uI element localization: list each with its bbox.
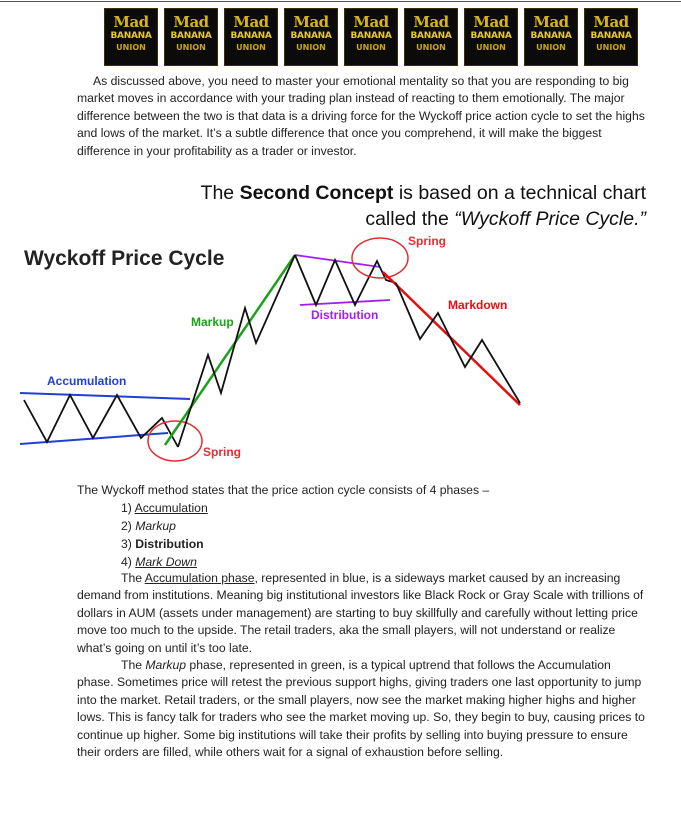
- spring-top-label: Spring: [408, 234, 446, 248]
- phase-number: 3): [121, 537, 136, 551]
- paragraph-text: The: [121, 571, 145, 585]
- top-rule: [0, 1, 681, 2]
- logo: Mad BANANA UNION: [524, 8, 578, 66]
- concept-text: The: [200, 182, 240, 204]
- logo-text: Mad: [233, 13, 269, 31]
- logo-text: BANANA: [470, 31, 512, 41]
- logo-text: Mad: [113, 13, 149, 31]
- markdown-price-path: [395, 282, 521, 404]
- phase-item: 2) Markup: [121, 517, 208, 535]
- logo-text: UNION: [176, 43, 206, 52]
- phase-name: Distribution: [135, 537, 204, 551]
- logo-text: BANANA: [170, 31, 212, 41]
- logo: Mad BANANA UNION: [284, 8, 338, 66]
- logo: Mad BANANA UNION: [224, 8, 278, 66]
- logo: Mad BANANA UNION: [464, 8, 518, 66]
- logo-text: Mad: [533, 13, 569, 31]
- logo: Mad BANANA UNION: [584, 8, 638, 66]
- logo-text: UNION: [116, 43, 146, 52]
- wyckoff-price-cycle-figure: Wyckoff Price Cycle Accumulation Spring …: [19, 234, 521, 462]
- logo-text: BANANA: [410, 31, 452, 41]
- logo-text: BANANA: [530, 31, 572, 41]
- logo-text: UNION: [296, 43, 326, 52]
- logo-text: UNION: [536, 43, 566, 52]
- paragraph-text: , represented in blue, is a sideways mar…: [77, 571, 644, 655]
- logo-text: UNION: [356, 43, 386, 52]
- markup-trend-line: [163, 254, 297, 446]
- logo-text: UNION: [236, 43, 266, 52]
- markup-paragraph: The Markup phase, represented in green, …: [77, 657, 649, 761]
- logo-text: Mad: [173, 13, 209, 31]
- logo-text: Mad: [473, 13, 509, 31]
- logo-text: BANANA: [590, 31, 632, 41]
- phase-number: 4): [121, 555, 136, 569]
- accumulation-phase-link: Accumulation phase: [144, 571, 255, 585]
- phase-item: 3) Distribution: [121, 535, 208, 553]
- concept-bold: Second Concept: [239, 182, 394, 204]
- logo-text: Mad: [413, 13, 449, 31]
- logo-text: UNION: [476, 43, 506, 52]
- logo-text: Mad: [293, 13, 329, 31]
- paragraph-text: phase, represented in green, is a typica…: [77, 658, 645, 760]
- distribution-resistance-line: [294, 254, 381, 268]
- accumulation-resistance-line: [19, 392, 191, 400]
- logo-text: BANANA: [290, 31, 332, 41]
- phase-number: 1): [121, 501, 135, 515]
- logo-text: BANANA: [230, 31, 272, 41]
- phase-number: 2): [121, 519, 136, 533]
- phases-intro: The Wyckoff method states that the price…: [77, 483, 490, 497]
- accumulation-paragraph: The Accumulation phase, represented in b…: [77, 570, 649, 657]
- phase-item: 1) Accumulation: [121, 499, 208, 517]
- distribution-label: Distribution: [311, 308, 378, 322]
- phase-name: Accumulation: [134, 501, 208, 515]
- accumulation-price-path: [23, 393, 179, 448]
- markdown-label: Markdown: [448, 298, 507, 312]
- logo-text: Mad: [353, 13, 389, 31]
- markup-word: Markup: [145, 658, 187, 672]
- phase-item: 4) Mark Down: [121, 553, 208, 571]
- spring-bottom-label: Spring: [203, 445, 241, 459]
- spring-bottom-circle: [147, 420, 203, 462]
- distribution-price-path: [294, 254, 397, 308]
- spring-top-circle: [351, 237, 409, 279]
- figure-title: Wyckoff Price Cycle: [24, 247, 224, 270]
- logo-text: UNION: [596, 43, 626, 52]
- phase-name: Mark Down: [135, 555, 197, 569]
- logo-banner: Mad BANANA UNION Mad BANANA UNION Mad BANANA U…: [104, 8, 644, 66]
- logo: Mad BANANA UNION: [344, 8, 398, 66]
- concept-italic: “Wyckoff Price Cycle.”: [454, 208, 646, 230]
- concept-text: called the: [365, 208, 455, 230]
- phases-list: 1) Accumulation 2) Markup 3) Distributio…: [121, 499, 208, 571]
- logo-text: BANANA: [350, 31, 392, 41]
- intro-paragraph: As discussed above, you need to master y…: [77, 74, 645, 158]
- logo: Mad BANANA UNION: [164, 8, 218, 66]
- logo-text: BANANA: [110, 31, 152, 41]
- markup-price-path: [177, 254, 296, 448]
- logo-text: UNION: [416, 43, 446, 52]
- concept-text: is based on a technical chart: [393, 182, 646, 204]
- phase-name: Markup: [135, 519, 176, 533]
- logo: Mad BANANA UNION: [404, 8, 458, 66]
- markup-label: Markup: [191, 315, 234, 329]
- paragraph-text: The: [121, 658, 146, 672]
- accumulation-label: Accumulation: [47, 374, 126, 388]
- logo-text: Mad: [593, 13, 629, 31]
- logo: Mad BANANA UNION: [104, 8, 158, 66]
- second-concept-heading: The Second Concept is based on a technic…: [150, 180, 646, 232]
